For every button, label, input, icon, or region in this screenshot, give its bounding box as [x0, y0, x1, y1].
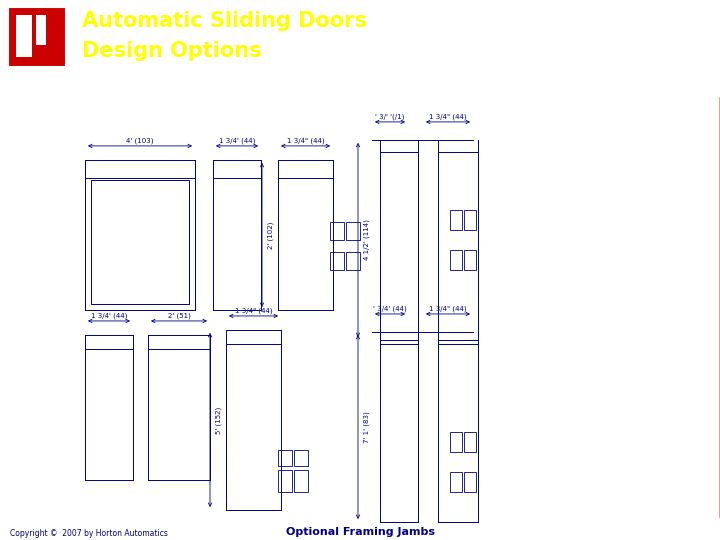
- Text: 2' (51): 2' (51): [168, 313, 190, 319]
- Bar: [330, 252, 344, 270]
- Text: 1 3/4' (44): 1 3/4' (44): [91, 313, 127, 319]
- Text: 4 1/2' (114): 4 1/2' (114): [363, 219, 369, 260]
- Text: 4' (103): 4' (103): [126, 138, 154, 144]
- Text: Copyright ©  2007 by Horton Automatics: Copyright © 2007 by Horton Automatics: [10, 529, 168, 538]
- Text: 7' 1' (83): 7' 1' (83): [363, 411, 369, 443]
- Text: ' 3/' '(/1): ' 3/' '(/1): [375, 113, 405, 120]
- Text: 1 3/4" (44): 1 3/4" (44): [429, 113, 467, 120]
- Bar: [8, 7, 66, 67]
- Text: 1 3/4" (44): 1 3/4" (44): [287, 138, 324, 144]
- Bar: [294, 470, 308, 492]
- Bar: [330, 222, 344, 240]
- Bar: [16, 15, 32, 57]
- Bar: [464, 210, 476, 230]
- Bar: [464, 432, 476, 452]
- Bar: [450, 472, 462, 492]
- Text: ' 3/4' (44): ' 3/4' (44): [373, 306, 407, 312]
- Text: Optional Framing Jambs: Optional Framing Jambs: [286, 527, 434, 537]
- Bar: [464, 250, 476, 270]
- Bar: [278, 450, 292, 466]
- Text: 1 3/4" (44): 1 3/4" (44): [235, 308, 272, 314]
- Bar: [91, 180, 189, 304]
- Text: 1 3/4" (44): 1 3/4" (44): [429, 306, 467, 312]
- Bar: [346, 222, 360, 240]
- Text: Design Options: Design Options: [82, 41, 261, 61]
- Text: 1 3/4' (44): 1 3/4' (44): [219, 138, 255, 144]
- Text: 5' (152): 5' (152): [215, 406, 222, 434]
- Text: 2' (102): 2' (102): [267, 221, 274, 248]
- Bar: [36, 15, 46, 45]
- Bar: [294, 450, 308, 466]
- Bar: [450, 210, 462, 230]
- Text: Automatic Sliding Doors: Automatic Sliding Doors: [82, 11, 367, 31]
- Bar: [450, 250, 462, 270]
- Bar: [278, 470, 292, 492]
- Bar: [464, 472, 476, 492]
- Bar: [346, 252, 360, 270]
- Text: Horton: Horton: [24, 69, 49, 74]
- Bar: [450, 432, 462, 452]
